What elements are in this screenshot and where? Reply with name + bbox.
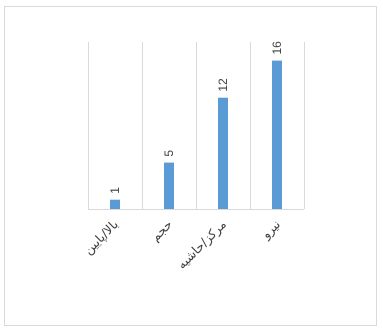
- category-label: نیرو: [258, 217, 284, 243]
- data-label: 5: [162, 150, 176, 157]
- bar-layer: [110, 60, 282, 209]
- category-label: مرکز/حاشیه: [174, 217, 230, 273]
- category-label: حجم: [147, 217, 175, 245]
- bar: [164, 162, 174, 209]
- data-label: 12: [216, 78, 230, 92]
- data-label: 1: [108, 187, 122, 194]
- chart-area-border: [4, 6, 377, 326]
- data-label-layer: 1 5 12 16: [108, 41, 284, 194]
- bar: [272, 60, 282, 209]
- bar: [110, 199, 120, 209]
- bar: [218, 97, 228, 209]
- grid-layer: [88, 42, 305, 210]
- category-label: بالا/پایین: [80, 217, 121, 258]
- data-label: 16: [270, 41, 284, 55]
